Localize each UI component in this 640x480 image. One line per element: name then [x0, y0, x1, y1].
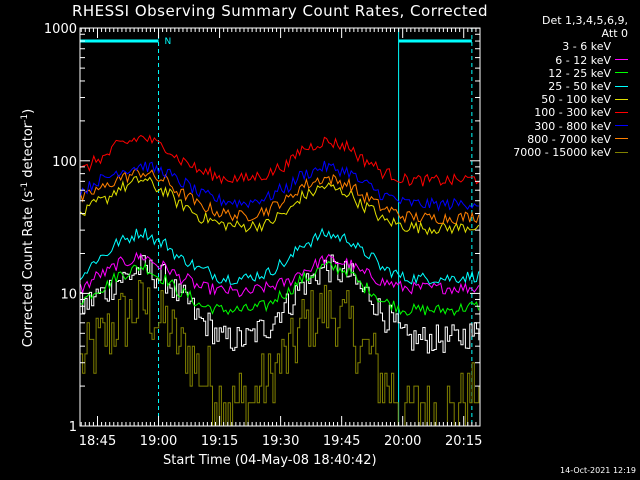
series-line [80, 134, 480, 187]
x-tick-label: 18:45 [79, 434, 116, 449]
series-line [80, 176, 480, 236]
y-tick-label: 1 [69, 420, 77, 435]
legend-entry: 300 - 800 keV [513, 120, 628, 133]
legend-entry: 25 - 50 keV [513, 80, 628, 93]
legend-swatch [615, 151, 628, 153]
legend-entry: 7000 - 15000 keV [513, 146, 628, 159]
y-axis-label-part: Corrected Count Rate (s [21, 190, 37, 348]
chart-title: RHESSI Observing Summary Count Rates, Co… [71, 2, 489, 20]
legend-entries: 3 - 6 keV 6 - 12 keV 12 - 25 keV 25 - 50 ke… [513, 40, 628, 159]
legend-label: 3 - 6 keV [562, 40, 611, 54]
legend-label: 7000 - 15000 keV [513, 146, 611, 160]
x-tick-label: 20:15 [445, 434, 482, 449]
series-line [80, 227, 480, 285]
series-line [80, 254, 480, 354]
legend-swatch [615, 125, 628, 127]
series-line [80, 260, 480, 317]
plot-frame [79, 27, 481, 427]
x-tick-label: 19:15 [201, 434, 238, 449]
legend-swatch [615, 72, 628, 74]
series-line [79, 251, 480, 298]
legend-entry: 6 - 12 keV [513, 54, 628, 67]
legend-swatch [615, 85, 628, 87]
legend-swatch [615, 98, 628, 100]
y-tick-label: 100 [52, 155, 77, 170]
annotation-label: N [165, 37, 172, 47]
x-tick-label: 19:30 [262, 434, 299, 449]
series-line [79, 160, 479, 212]
generated-timestamp: 14-Oct-2021 12:19 [560, 466, 636, 475]
y-tick-label: 1000 [44, 22, 77, 37]
legend-entry: 800 - 7000 keV [513, 133, 628, 146]
legend-header-line: Det 1,3,4,5,6,9, [541, 14, 628, 27]
y-axis-label-exponent: -1 [19, 181, 30, 191]
legend-entry: 50 - 100 keV [513, 93, 628, 106]
x-tick-label: 19:00 [140, 434, 177, 449]
x-tick-label: 20:00 [384, 434, 421, 449]
y-tick-label: 10 [60, 287, 77, 302]
legend-header-line: Att 0 [601, 27, 628, 41]
y-axis-label: Corrected Count Rate (s-1 detector-1) [20, 109, 36, 347]
legend-swatch [615, 111, 628, 113]
legend-swatch [615, 138, 628, 140]
legend-label: 6 - 12 keV [555, 53, 611, 67]
y-axis-label-part: ) [21, 108, 37, 114]
legend-label: 300 - 800 keV [534, 119, 611, 133]
x-axis-label: Start Time (04-May-08 18:40:42) [163, 453, 377, 468]
series-line [80, 280, 480, 427]
legend-label: 12 - 25 keV [548, 66, 611, 80]
legend: Det 1,3,4,5,6,9, Att 0 3 - 6 keV 6 - 12 k… [513, 14, 628, 159]
legend-entry: 12 - 25 keV [513, 67, 628, 80]
legend-label: 800 - 7000 keV [527, 132, 611, 146]
y-axis-label-part: detector [21, 122, 37, 182]
series-line [79, 168, 480, 225]
legend-label: 50 - 100 keV [541, 93, 611, 107]
legend-entry: 3 - 6 keV [513, 40, 628, 53]
legend-entry: 100 - 300 keV [513, 106, 628, 119]
y-axis-label-exponent: -1 [19, 113, 30, 123]
legend-swatch [615, 45, 628, 47]
legend-swatch [615, 59, 628, 61]
legend-label: 25 - 50 keV [548, 80, 611, 94]
x-tick-label: 19:45 [323, 434, 360, 449]
legend-label: 100 - 300 keV [534, 106, 611, 120]
